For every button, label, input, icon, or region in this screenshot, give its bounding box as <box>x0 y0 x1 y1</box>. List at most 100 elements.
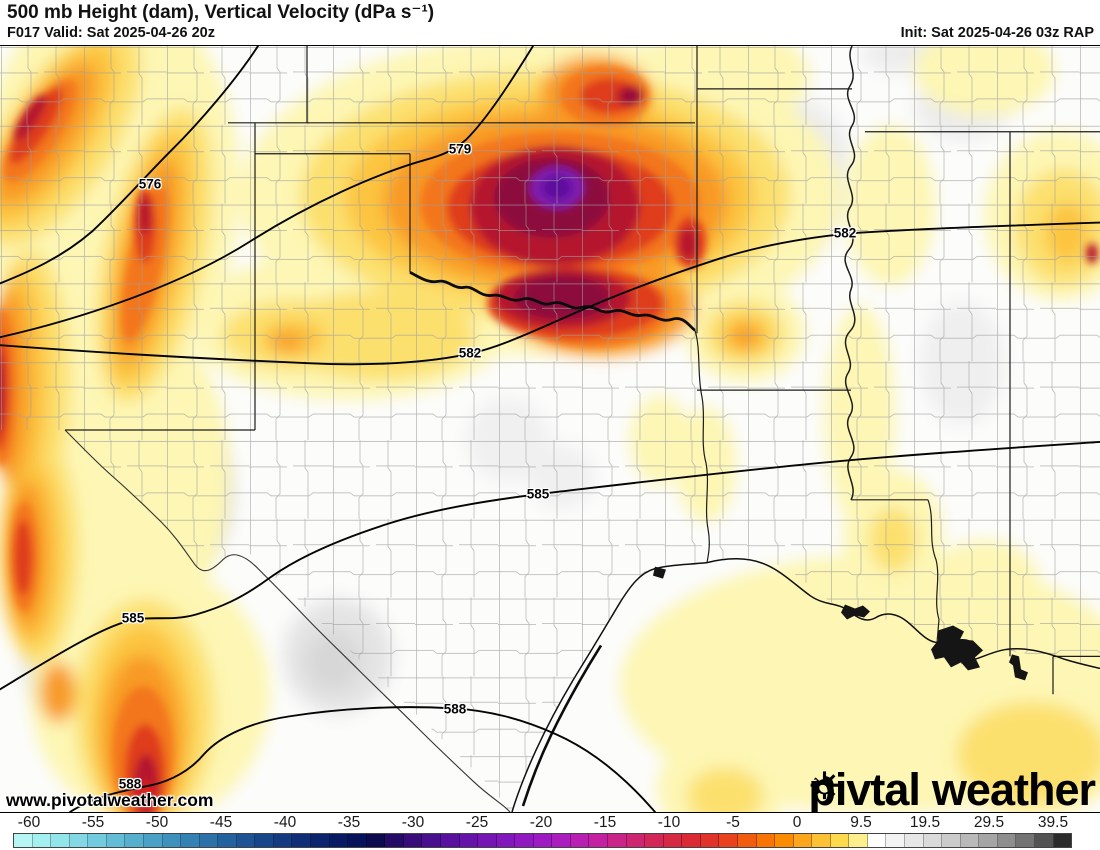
contour-588 <box>69 706 656 812</box>
colorbar-cell <box>645 834 664 847</box>
colorbar-cell <box>199 834 219 847</box>
logo-text-weather: weather <box>931 764 1096 815</box>
contour-582 <box>0 221 1100 366</box>
colorbar-tick-label: 19.5 <box>909 814 941 831</box>
colorbar-cell <box>682 834 701 847</box>
contour-value-label: 576 <box>138 176 162 192</box>
colorbar-cell <box>979 834 998 847</box>
colorbar-cell <box>329 834 349 847</box>
colorbar-cell <box>88 834 107 847</box>
valid-time-label: F017 Valid: Sat 2025-04-26 20z <box>7 25 215 41</box>
colorbar-tick-label: -30 <box>401 814 425 831</box>
contour-value-label: 588 <box>118 776 142 792</box>
colorbar-cell <box>552 834 571 847</box>
colorbar-cell <box>830 834 850 847</box>
barrier-islands <box>521 644 603 807</box>
colorbar-gradient <box>13 833 1072 848</box>
colorbar-cell <box>515 834 534 847</box>
colorbar-cell <box>867 834 887 847</box>
colorbar-cell <box>775 834 794 847</box>
colorbar-tick-label: -45 <box>209 814 233 831</box>
map-title: 500 mb Height (dam), Vertical Velocity (… <box>7 2 435 23</box>
red-river-border <box>409 271 696 332</box>
colorbar-tick-label: 39.5 <box>1037 814 1069 831</box>
colorbar-tick-label: -25 <box>465 814 489 831</box>
colorbar-cell <box>496 834 516 847</box>
colorbar-cell <box>478 834 497 847</box>
colorbar-cell <box>311 834 330 847</box>
colorbar-cell <box>608 834 627 847</box>
colorbar-cell <box>385 834 404 847</box>
colorbar-cell <box>960 834 980 847</box>
colorbar-cell <box>812 834 831 847</box>
colorbar-tick-label: 0 <box>792 814 802 831</box>
contour-585 <box>0 441 1100 691</box>
colorbar-cell <box>440 834 460 847</box>
colorbar-cell <box>273 834 293 847</box>
header: 500 mb Height (dam), Vertical Velocity (… <box>0 0 1100 45</box>
colorbar-tick-label: 9.5 <box>850 814 872 831</box>
colorbar-tick-label: 29.5 <box>973 814 1005 831</box>
colorbar-cell <box>1034 834 1054 847</box>
colorbar-cell <box>14 834 33 847</box>
contour-579 <box>0 46 534 339</box>
colorbar-cell <box>570 834 590 847</box>
colorbar-tick-label: -10 <box>657 814 681 831</box>
colorbar-cell <box>886 834 905 847</box>
contour-value-label: 582 <box>458 345 482 361</box>
colorbar-cell <box>793 834 813 847</box>
colorbar-tick-label: -20 <box>529 814 553 831</box>
colorbar-cell <box>236 834 256 847</box>
pivotal-weather-logo: piv tal weather <box>808 764 1096 815</box>
colorbar-tick-label: -35 <box>337 814 361 831</box>
county-lines <box>0 46 1100 812</box>
colorbar-cell <box>366 834 386 847</box>
colorbar-cell <box>218 834 237 847</box>
colorbar-cell <box>403 834 423 847</box>
colorbar-cell <box>51 834 70 847</box>
colorbar-cell <box>348 834 367 847</box>
colorbar-tick-label: -15 <box>593 814 617 831</box>
height-contours <box>0 46 1100 812</box>
colorbar-tick-label: -40 <box>273 814 297 831</box>
map-svg <box>0 46 1100 812</box>
contour-576 <box>0 46 259 285</box>
contour-value-label: 582 <box>833 225 857 241</box>
colorbar-cell <box>737 834 757 847</box>
colorbar-tick-label: -60 <box>17 814 41 831</box>
colorbar-cell <box>1053 834 1072 847</box>
colorbar-cell <box>459 834 479 847</box>
gear-icon <box>811 771 839 800</box>
colorbar-tick-label: -5 <box>726 814 740 831</box>
logo-text-tal: tal <box>870 764 921 815</box>
colorbar-cell <box>181 834 200 847</box>
colorbar-cell <box>1016 834 1035 847</box>
colorbar-cell <box>997 834 1017 847</box>
rio-grande-border <box>64 429 511 812</box>
colorbar-cell <box>849 834 868 847</box>
colorbar: -60 -55 -50 -45 -40 -35 -30 -25 -20 -15 -10 -5 0 9.5 1… <box>0 813 1100 850</box>
colorbar-tick-label: -50 <box>145 814 169 831</box>
colorbar-cell <box>106 834 126 847</box>
mississippi-river <box>844 46 856 501</box>
colorbar-cell <box>162 834 182 847</box>
init-time-label: Init: Sat 2025-04-26 03z RAP <box>900 25 1094 41</box>
map-canvas: 576 579 582 582 585 585 588 588 www.pivotalweat… <box>0 45 1100 813</box>
colorbar-cell <box>255 834 274 847</box>
colorbar-tick-label: -55 <box>81 814 105 831</box>
colorbar-cell <box>143 834 163 847</box>
colorbar-cell <box>32 834 52 847</box>
colorbar-cell <box>626 834 646 847</box>
colorbar-cell <box>69 834 89 847</box>
colorbar-cell <box>756 834 776 847</box>
colorbar-cell <box>719 834 738 847</box>
contour-value-label: 585 <box>526 486 550 502</box>
colorbar-cell <box>923 834 943 847</box>
colorbar-cell <box>422 834 441 847</box>
watermark: www.pivotalweather.com <box>6 790 214 810</box>
contour-value-label: 579 <box>448 141 472 157</box>
colorbar-cell <box>700 834 720 847</box>
contour-value-label: 585 <box>121 610 145 626</box>
colorbar-cell <box>533 834 553 847</box>
colorbar-cell <box>663 834 683 847</box>
